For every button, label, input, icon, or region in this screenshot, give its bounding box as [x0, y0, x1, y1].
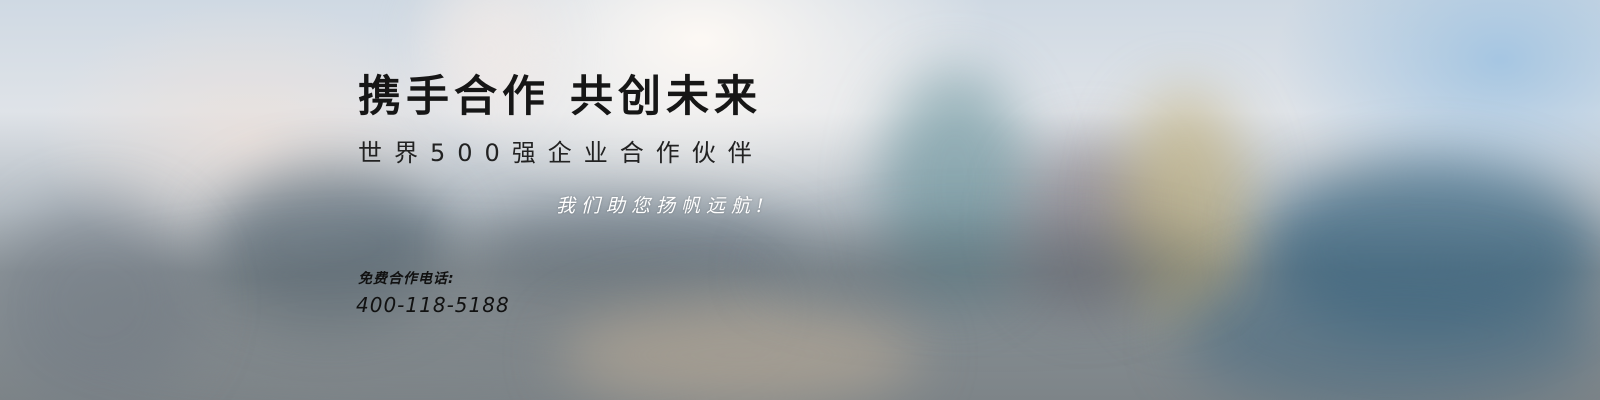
- background-blur-shape: [760, 230, 1220, 310]
- banner-slogan: 我们助您扬帆远航!: [556, 195, 770, 217]
- background-blur-shape: [0, 200, 200, 400]
- background-blur-shape: [880, 70, 1030, 300]
- banner-subheadline: 世界500强企业合作伙伴: [358, 139, 764, 167]
- background-blur-shape: [1180, 260, 1600, 400]
- background-blur-shape: [560, 300, 920, 400]
- background-blur-shape: [1120, 90, 1250, 320]
- background-blur-shape: [470, 200, 800, 310]
- phone-label: 免费合作电话:: [358, 271, 455, 287]
- banner-headline: 携手合作 共创未来: [358, 72, 762, 122]
- phone-number: 400-118-5188: [356, 293, 510, 317]
- background-blur-shape: [210, 170, 450, 320]
- background-blur-shape: [430, 0, 550, 120]
